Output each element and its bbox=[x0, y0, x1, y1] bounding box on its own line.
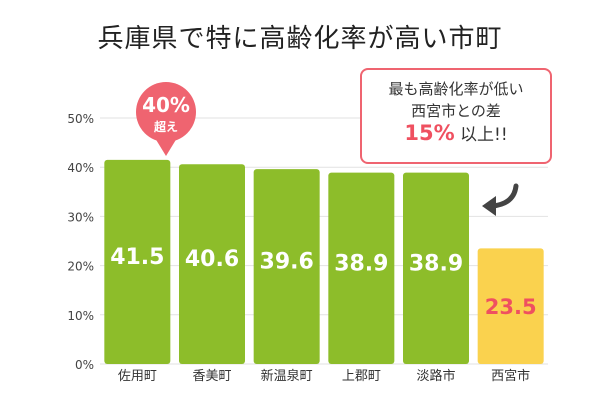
chart-title: 兵庫県で特に高齢化率が高い市町 bbox=[97, 24, 503, 54]
x-tick-label: 新温泉町 bbox=[261, 368, 313, 384]
callout-box: 最も高齢化率が低い 西宮市との差 15% 以上!! bbox=[360, 68, 552, 164]
x-axis-labels: 佐用町 香美町 新温泉町 上郡町 淡路市 西宮市 bbox=[118, 368, 530, 384]
callout-rest: 以上!! bbox=[454, 125, 508, 145]
y-tick-label: 0% bbox=[75, 358, 94, 372]
x-tick-label: 淡路市 bbox=[416, 368, 455, 384]
badge-pointer bbox=[155, 138, 177, 156]
badge-sub: 超え bbox=[153, 119, 178, 134]
bars bbox=[104, 159, 544, 364]
value-label: 38.9 bbox=[409, 251, 463, 276]
badge-circle bbox=[136, 82, 196, 142]
value-label: 40.6 bbox=[185, 247, 239, 272]
callout-line1: 最も高齢化率が低い bbox=[388, 80, 524, 98]
x-tick-label: 佐用町 bbox=[118, 369, 157, 384]
bar bbox=[403, 172, 469, 364]
bar bbox=[179, 164, 245, 364]
value-label: 41.5 bbox=[110, 245, 164, 270]
callout-line3: 15% 以上!! bbox=[362, 122, 550, 146]
arrow-icon bbox=[482, 183, 519, 216]
bar bbox=[328, 172, 395, 364]
value-labels: 41.5 40.6 39.6 38.9 38.9 23.5 bbox=[110, 245, 536, 319]
y-tick-label: 10% bbox=[67, 309, 94, 323]
value-label: 38.9 bbox=[334, 251, 388, 276]
value-label: 23.5 bbox=[485, 295, 537, 319]
x-tick-label: 西宮市 bbox=[491, 368, 530, 384]
y-tick-label: 50% bbox=[67, 112, 94, 126]
y-axis-ticks: 0% 10% 20% 30% 40% 50% bbox=[67, 112, 94, 372]
bar bbox=[477, 248, 544, 364]
bar bbox=[104, 159, 171, 364]
bar bbox=[253, 169, 320, 364]
callout-highlight: 15% bbox=[404, 121, 455, 145]
value-label: 39.6 bbox=[260, 250, 314, 275]
callout-line2: 西宮市との差 bbox=[411, 102, 501, 120]
x-tick-label: 上郡町 bbox=[342, 369, 381, 384]
y-tick-label: 20% bbox=[67, 260, 94, 274]
badge-40-percent: 40% 超え bbox=[136, 82, 196, 156]
badge-value: 40% bbox=[142, 93, 190, 117]
arrow-head bbox=[482, 196, 496, 216]
y-tick-label: 40% bbox=[67, 161, 94, 175]
y-tick-label: 30% bbox=[67, 210, 94, 224]
x-tick-label: 香美町 bbox=[192, 369, 231, 384]
